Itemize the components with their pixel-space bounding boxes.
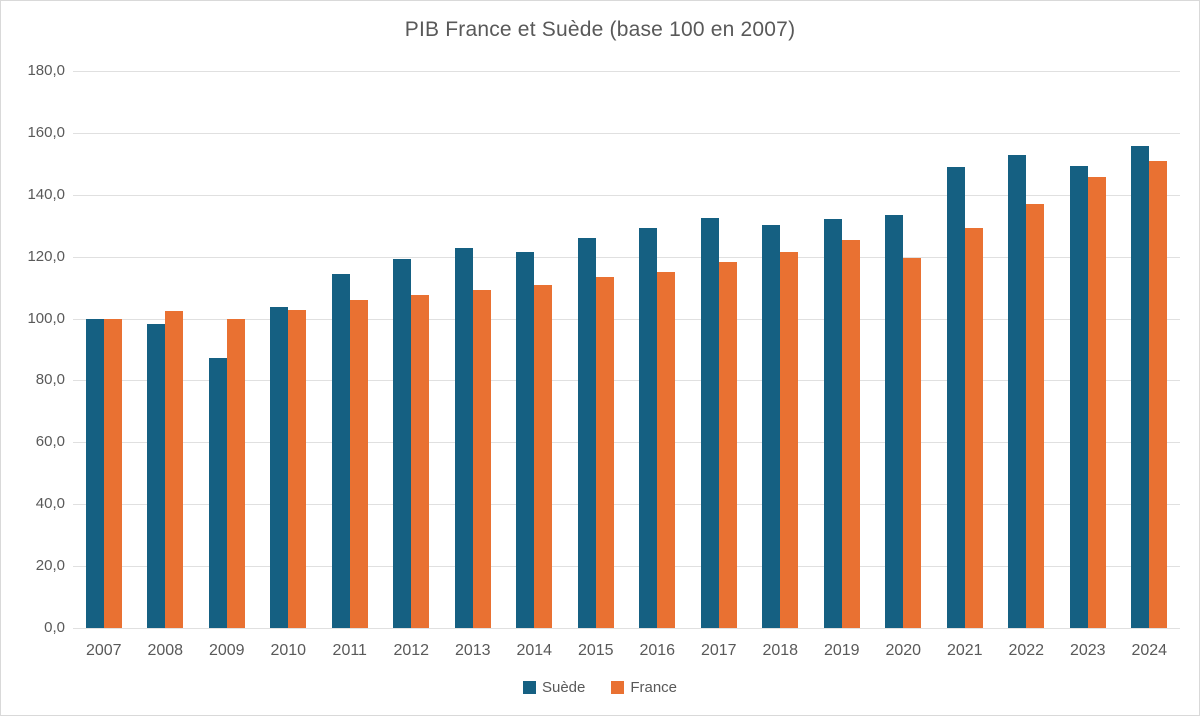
y-tick-label: 60,0 xyxy=(35,433,65,451)
y-tick-label: 120,0 xyxy=(27,247,65,265)
legend-swatch-icon xyxy=(611,681,625,694)
bar-france-2013[interactable] xyxy=(472,290,491,628)
gridline xyxy=(73,256,1180,258)
bar-france-2008[interactable] xyxy=(165,310,184,628)
gridline xyxy=(73,194,1180,196)
bar-france-2019[interactable] xyxy=(841,239,860,628)
bar-france-2021[interactable] xyxy=(964,227,983,628)
bar-suede-2015[interactable] xyxy=(577,237,596,628)
y-tick-label: 100,0 xyxy=(27,309,65,327)
y-tick-label: 0,0 xyxy=(44,619,65,636)
bar-suede-2013[interactable] xyxy=(454,248,473,628)
chart-title: PIB France et Suède (base 100 en 2007) xyxy=(404,18,796,41)
x-tick-label: 2012 xyxy=(393,642,430,659)
bar-france-2022[interactable] xyxy=(1026,204,1045,628)
legend-label: France xyxy=(630,679,678,696)
legend-label: Suède xyxy=(541,679,586,696)
x-tick-label: 2014 xyxy=(516,642,553,659)
bar-suede-2007[interactable] xyxy=(85,318,104,628)
legend-swatch-icon xyxy=(522,681,536,694)
bar-suede-2011[interactable] xyxy=(331,273,350,628)
x-tick-label: 2021 xyxy=(946,642,983,659)
x-tick-label: 2024 xyxy=(1131,642,1168,659)
bar-france-2024[interactable] xyxy=(1149,161,1168,628)
bar-suede-2012[interactable] xyxy=(393,259,412,628)
bar-suede-2022[interactable] xyxy=(1008,155,1027,628)
x-tick-label: 2007 xyxy=(85,642,122,659)
x-tick-label: 2017 xyxy=(700,642,737,659)
x-tick-label: 2022 xyxy=(1008,642,1045,659)
bar-suede-2023[interactable] xyxy=(1069,166,1088,628)
y-tick-label: 180,0 xyxy=(27,62,65,79)
bar-france-2015[interactable] xyxy=(595,276,614,628)
y-tick-label: 20,0 xyxy=(35,557,65,575)
bar-suede-2019[interactable] xyxy=(823,218,842,628)
bar-suede-2017[interactable] xyxy=(700,218,719,628)
x-tick-label: 2008 xyxy=(147,642,184,659)
gridline xyxy=(73,71,1180,72)
x-tick-label: 2015 xyxy=(577,642,614,659)
y-tick-label: 40,0 xyxy=(35,495,65,513)
bar-suede-2018[interactable] xyxy=(762,225,781,628)
y-tick-label: 140,0 xyxy=(27,185,65,203)
x-tick-label: 2019 xyxy=(823,642,860,659)
x-tick-label: 2011 xyxy=(332,642,367,659)
bar-suede-2008[interactable] xyxy=(147,323,166,628)
gridline xyxy=(73,504,1180,506)
gridline xyxy=(73,628,1180,629)
x-tick-label: 2013 xyxy=(454,642,491,659)
bar-suede-2016[interactable] xyxy=(639,227,658,628)
gridline xyxy=(73,132,1180,134)
bar-suede-2020[interactable] xyxy=(885,215,904,628)
plot-area xyxy=(73,71,1180,629)
bar-suede-2014[interactable] xyxy=(516,251,535,628)
bar-france-2023[interactable] xyxy=(1087,177,1106,628)
bar-suede-2021[interactable] xyxy=(946,166,965,628)
bar-france-2012[interactable] xyxy=(411,295,430,628)
gridline xyxy=(73,380,1180,382)
bar-france-2017[interactable] xyxy=(718,262,737,628)
bar-suede-2010[interactable] xyxy=(270,306,289,628)
bar-france-2020[interactable] xyxy=(903,257,922,628)
bar-france-2010[interactable] xyxy=(288,309,307,628)
gridline xyxy=(73,318,1180,320)
x-tick-label: 2023 xyxy=(1069,642,1106,659)
y-tick-label: 80,0 xyxy=(35,371,65,389)
gridline xyxy=(73,566,1180,568)
bar-france-2014[interactable] xyxy=(534,284,553,628)
bar-france-2007[interactable] xyxy=(103,318,122,628)
x-tick-label: 2020 xyxy=(885,642,922,659)
bar-france-2011[interactable] xyxy=(349,299,368,628)
gridline xyxy=(73,442,1180,444)
x-tick-label: 2010 xyxy=(270,642,307,659)
legend: Suède France xyxy=(1,679,1199,696)
bar-suede-2024[interactable] xyxy=(1131,145,1150,628)
bar-france-2016[interactable] xyxy=(657,272,676,628)
y-tick-label: 160,0 xyxy=(27,123,65,141)
bar-suede-2009[interactable] xyxy=(208,357,227,628)
bar-france-2009[interactable] xyxy=(226,318,245,628)
legend-item-france[interactable]: France xyxy=(611,679,677,696)
x-tick-label: 2016 xyxy=(639,642,676,659)
bar-france-2018[interactable] xyxy=(780,252,799,628)
x-tick-label: 2009 xyxy=(208,642,245,659)
x-tick-label: 2018 xyxy=(762,642,799,659)
legend-item-suede[interactable]: Suède xyxy=(522,679,586,696)
